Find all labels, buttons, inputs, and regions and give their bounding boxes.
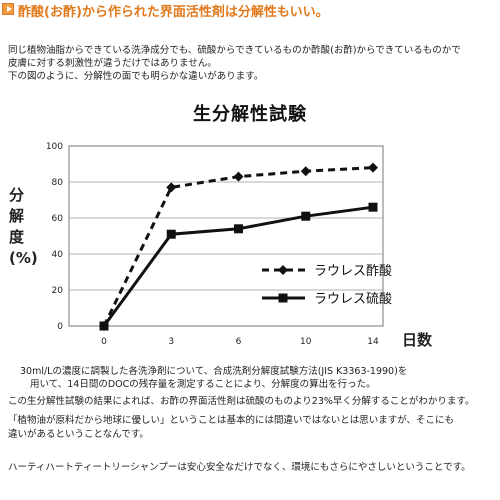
method-note-line-2: 用いて、14日間のDOCの残存量を測定することにより、分解度の算出を行った。 — [30, 379, 376, 390]
conclusion-line-1: この生分解性試験の結果によれば、お酢の界面活性剤は硫酸のものより23%早く分解す… — [8, 396, 475, 407]
x-axis-label: 日数 — [402, 331, 433, 349]
series-point-diamond — [300, 166, 311, 177]
method-note-line-1: 30ml/Lの濃度に調製した各洗浄剤について、合成洗剤分解度試験方法(JIS K… — [20, 366, 408, 377]
plot-frame — [68, 145, 384, 327]
y-tick-label: 80 — [52, 178, 64, 188]
series-point-diamond — [368, 162, 378, 173]
conclusion-line-3: 違いがあるということなんです。 — [8, 429, 149, 440]
x-tick-label: 0 — [101, 337, 107, 347]
legend-label: ラウレス硫酸 — [314, 292, 392, 307]
y-tick-label: 40 — [52, 250, 64, 260]
series-point-square — [278, 293, 288, 303]
x-tick-label: 6 — [236, 337, 242, 347]
section-title: 酢酸(お酢)から作られた界面活性剤は分解性もいい。 — [18, 5, 329, 20]
y-tick-label: 20 — [52, 286, 64, 296]
intro-line-1: 同じ植物油脂からできている洗浄成分でも、硫酸からできているものか酢酸(お酢)から… — [8, 45, 461, 56]
series-point-square — [368, 202, 378, 212]
series-point-square — [166, 229, 176, 239]
y-tick-label: 0 — [57, 322, 63, 332]
x-tick-label: 3 — [168, 337, 174, 347]
play-arrow-icon — [2, 3, 14, 15]
series-point-diamond — [233, 171, 244, 182]
y-tick-label: 60 — [52, 214, 64, 224]
chart-title: 生分解性試験 — [193, 104, 307, 125]
intro-line-2: 皮膚に対する刺激性が違うだけではありません。 — [8, 58, 217, 69]
x-tick-label: 14 — [367, 337, 379, 347]
series-point-square — [301, 211, 311, 221]
y-tick-label: 100 — [46, 142, 63, 152]
series-point-diamond — [166, 182, 177, 193]
series-point-diamond — [278, 265, 288, 275]
legend-label: ラウレス酢酸 — [314, 264, 392, 279]
series-point-square — [234, 224, 243, 234]
x-tick-label: 10 — [300, 337, 312, 347]
conclusion-line-4: ハーティハートティートリーシャンプーは安心安全なだけでなく、環境にもさらにやさし… — [8, 462, 471, 473]
series-point-square — [99, 321, 109, 331]
intro-line-3: 下の図のように、分解性の面でも明らかな違いがあります。 — [8, 71, 264, 82]
conclusion-line-2: 「植物油が原料だから地球に優しい」ということは基本的には間違いではないとは思いま… — [8, 415, 455, 426]
